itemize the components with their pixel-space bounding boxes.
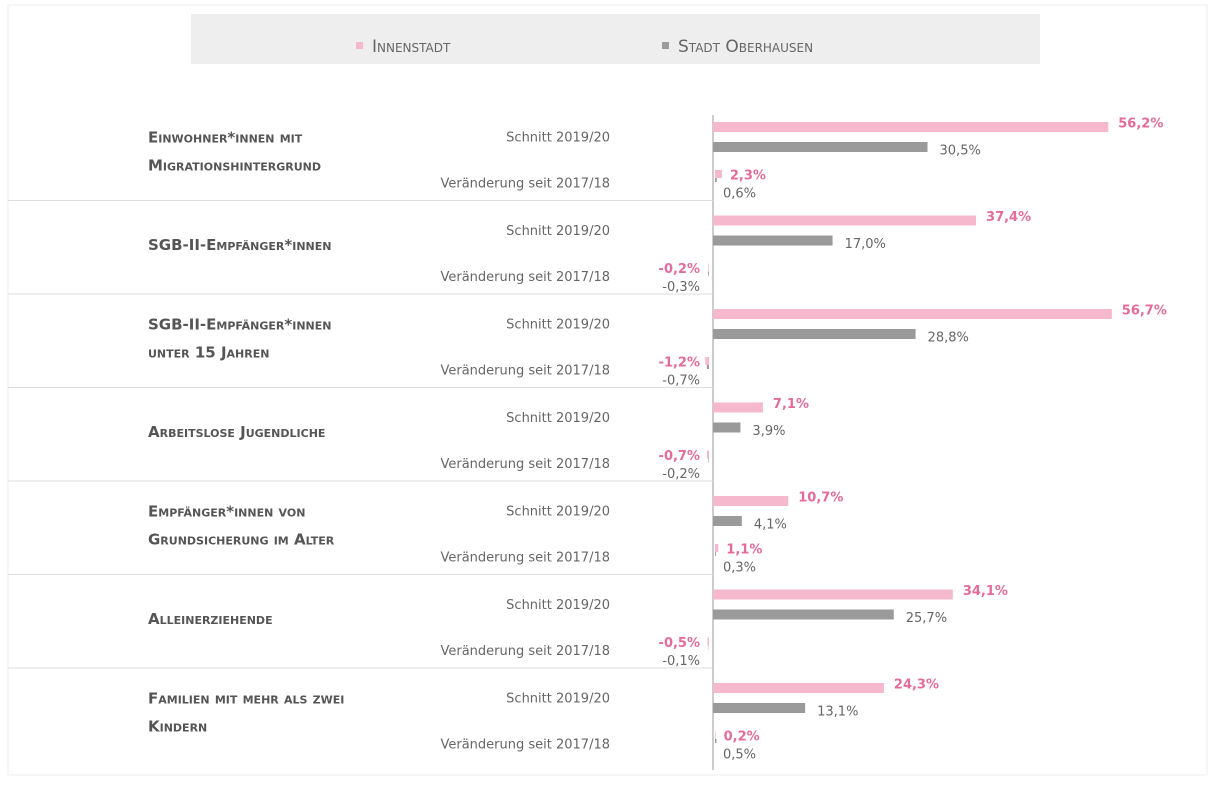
measure-label: Schnitt 2019/20 [506,411,610,426]
value-label: 37,4% [986,210,1031,225]
category-label: SGB-II-Empfänger*innen [148,236,331,254]
measure-label: Schnitt 2019/20 [506,318,610,333]
change-bar [707,451,709,459]
category-label: Empfänger*innen von [148,503,305,521]
measure-label: Schnitt 2019/20 [506,505,610,520]
legend-swatch [356,42,363,49]
change-bar [708,272,709,276]
category-label: Alleinerziehende [148,610,273,628]
bar [713,309,1112,319]
change-label: -0,2% [659,262,700,277]
category-label: Migrationshintergrund [148,157,321,175]
value-label: 56,2% [1118,117,1163,132]
measure-label: Schnitt 2019/20 [506,224,610,239]
change-bar [715,178,717,182]
category-label: SGB-II-Empfänger*innen [148,316,331,334]
value-label: 28,8% [928,331,969,346]
category-label: Arbeitslose Jugendliche [148,423,325,441]
measure-label: Veränderung seit 2017/18 [440,738,610,753]
bar [713,496,788,506]
measure-label: Schnitt 2019/20 [506,598,610,613]
change-label: -0,7% [662,374,700,389]
value-label: 25,7% [906,611,947,626]
change-bar [707,365,709,369]
bar [713,423,740,433]
category-label: Familien mit mehr als zwei [148,690,344,708]
measure-label: Schnitt 2019/20 [506,692,610,707]
measure-label: Schnitt 2019/20 [506,131,610,146]
category-label: unter 15 Jahren [148,344,269,362]
change-label: 0,5% [723,748,756,763]
bar [713,610,894,620]
measure-label: Veränderung seit 2017/18 [440,551,610,566]
value-label: 3,9% [752,424,785,439]
measure-label: Veränderung seit 2017/18 [440,457,610,472]
bar [713,216,976,226]
bar [713,683,884,693]
value-label: 4,1% [754,518,787,533]
change-label: 0,2% [724,730,760,745]
legend-box [191,14,1040,64]
change-bar [715,544,718,552]
change-bar [715,739,717,743]
legend-label: Innenstadt [372,37,451,57]
change-bar [715,731,716,739]
change-label: 1,1% [726,543,762,558]
change-bar [715,170,722,178]
legend-label: Stadt Oberhausen [678,37,813,57]
value-label: 24,3% [894,678,939,693]
change-bar [705,357,709,365]
value-label: 7,1% [773,397,809,412]
bar [713,403,763,413]
legend-swatch [662,42,669,49]
change-label: -0,2% [662,467,700,482]
change-label: 0,3% [723,561,756,576]
change-label: -0,3% [662,280,700,295]
change-bar [708,459,709,463]
measure-label: Veränderung seit 2017/18 [440,644,610,659]
frame [8,5,1207,775]
change-label: -0,5% [659,636,700,651]
value-label: 17,0% [845,237,886,252]
category-label: Grundsicherung im Alter [148,531,335,549]
bar [713,142,928,152]
value-label: 34,1% [963,584,1008,599]
change-bar [715,552,716,556]
bar [713,703,805,713]
bar [713,516,742,526]
change-label: 0,6% [723,187,756,202]
measure-label: Veränderung seit 2017/18 [440,270,610,285]
change-bar [708,638,710,646]
change-label: 2,3% [730,169,766,184]
bar [713,122,1108,132]
change-label: -0,7% [659,449,700,464]
bar [713,590,953,600]
category-label: Kindern [148,718,207,736]
value-label: 10,7% [798,491,843,506]
measure-label: Veränderung seit 2017/18 [440,177,610,192]
value-label: 13,1% [817,705,858,720]
value-label: 56,7% [1122,304,1167,319]
measure-label: Veränderung seit 2017/18 [440,364,610,379]
change-label: -1,2% [659,356,700,371]
bar [713,236,833,246]
bar [713,329,916,339]
value-label: 30,5% [940,144,981,159]
change-bar [708,264,709,272]
category-label: Einwohner*innen mit [148,129,303,147]
change-label: -0,1% [662,654,700,669]
